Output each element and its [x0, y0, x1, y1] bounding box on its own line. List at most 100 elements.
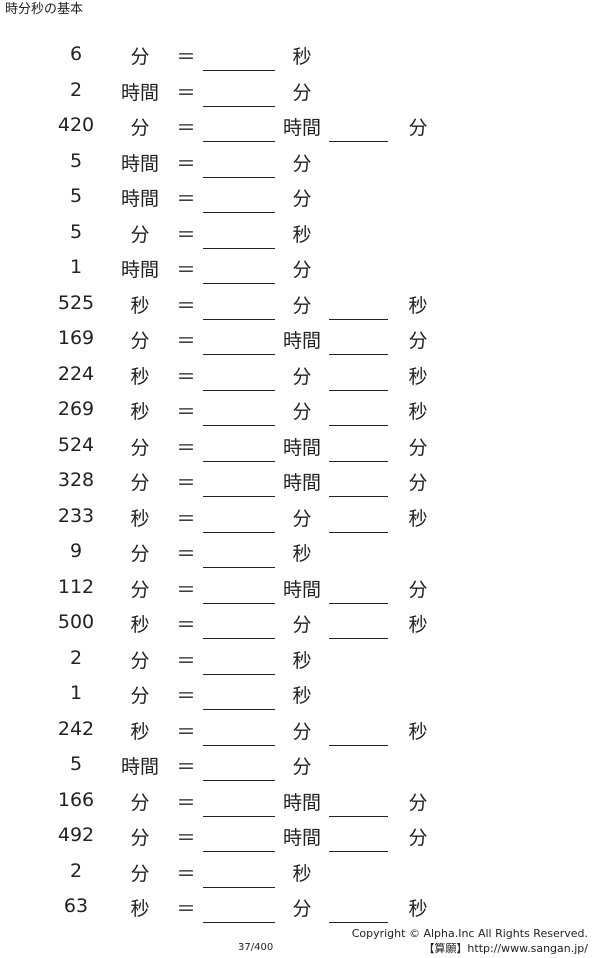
answer-blank[interactable] [203, 886, 275, 888]
answer-blank-second[interactable] [329, 425, 388, 426]
answer-blank[interactable] [203, 425, 275, 426]
answer-blank[interactable] [203, 389, 275, 391]
equals-sign: ＝ [176, 436, 196, 459]
answer-blank-second[interactable] [329, 922, 388, 923]
answer-blank-second[interactable] [329, 496, 388, 497]
equals-sign: ＝ [176, 152, 196, 175]
given-value: 9 [69, 540, 83, 562]
equals-sign: ＝ [176, 898, 196, 920]
answer-blank[interactable] [203, 567, 275, 568]
given-unit: 分 [130, 472, 150, 494]
answer-unit-second: 分 [408, 117, 428, 139]
answer-blank-second[interactable] [329, 460, 388, 462]
equals-sign: ＝ [176, 507, 196, 530]
given-unit: 秒 [130, 294, 150, 317]
given-value: 233 [57, 504, 95, 527]
given-value: 6 [69, 43, 83, 65]
answer-unit: 秒 [292, 543, 312, 565]
answer-blank[interactable] [203, 744, 275, 746]
answer-blank[interactable] [203, 922, 275, 923]
problem-row: 5 分 ＝ 秒 [0, 215, 600, 251]
given-unit: 秒 [130, 720, 150, 743]
problem-row: 5 時間 ＝ 分 [0, 144, 600, 180]
problem-row: 5 時間 ＝ 分 [0, 747, 600, 783]
answer-blank[interactable] [203, 70, 275, 71]
answer-blank-second[interactable] [329, 602, 388, 604]
given-unit: 分 [130, 330, 150, 352]
given-value: 166 [57, 788, 95, 811]
answer-blank[interactable] [203, 212, 275, 213]
given-unit: 分 [130, 827, 150, 849]
answer-blank[interactable] [203, 531, 275, 533]
answer-blank-second[interactable] [329, 318, 388, 320]
equals-sign: ＝ [176, 791, 196, 814]
given-value: 2 [69, 646, 83, 669]
answer-blank[interactable] [203, 105, 275, 107]
given-unit: 秒 [130, 507, 150, 530]
answer-unit: 分 [292, 507, 312, 530]
answer-blank-second[interactable] [329, 141, 388, 142]
given-unit: 秒 [130, 401, 150, 423]
answer-blank[interactable] [203, 602, 275, 604]
equals-sign: ＝ [176, 365, 196, 388]
equals-sign: ＝ [176, 472, 196, 494]
problem-row: 5 時間 ＝ 分 [0, 179, 600, 215]
problem-row: 242 秒 ＝ 分 秒 [0, 712, 600, 748]
answer-blank[interactable] [203, 709, 275, 710]
answer-blank-second[interactable] [329, 354, 388, 355]
answer-blank[interactable] [203, 283, 275, 284]
given-value: 328 [57, 469, 95, 491]
answer-blank-second[interactable] [329, 638, 388, 639]
answer-blank-second[interactable] [329, 815, 388, 817]
equals-sign: ＝ [176, 756, 196, 778]
problem-row: 169 分 ＝ 時間 分 [0, 321, 600, 357]
given-unit: 時間 [120, 259, 159, 281]
page-number: 37/400 [238, 942, 274, 953]
answer-unit: 分 [292, 614, 312, 636]
answer-blank[interactable] [203, 851, 275, 852]
answer-blank[interactable] [203, 780, 275, 781]
given-value: 525 [57, 291, 95, 314]
given-value: 169 [57, 327, 95, 349]
answer-blank[interactable] [203, 176, 275, 178]
given-unit: 時間 [120, 756, 159, 778]
answer-blank[interactable] [203, 247, 275, 249]
answer-blank[interactable] [203, 141, 275, 142]
answer-blank-second[interactable] [329, 744, 388, 746]
answer-unit-second: 分 [408, 791, 428, 814]
answer-blank[interactable] [203, 815, 275, 817]
answer-blank[interactable] [203, 496, 275, 497]
given-unit: 時間 [120, 81, 159, 104]
answer-blank-second[interactable] [329, 851, 388, 852]
answer-unit-second: 秒 [408, 720, 428, 743]
equals-sign: ＝ [176, 578, 196, 601]
problem-row: 63 秒 ＝ 分 秒 [0, 889, 600, 925]
equals-sign: ＝ [176, 614, 196, 636]
given-value: 2 [69, 78, 83, 101]
equals-sign: ＝ [176, 685, 196, 707]
answer-blank[interactable] [203, 354, 275, 355]
given-value: 524 [57, 433, 95, 456]
answer-blank-second[interactable] [329, 389, 388, 391]
answer-blank[interactable] [203, 318, 275, 320]
equals-sign: ＝ [176, 223, 196, 246]
answer-unit-second: 秒 [408, 898, 428, 920]
answer-unit: 秒 [292, 649, 312, 672]
problem-row: 420 分 ＝ 時間 分 [0, 108, 600, 144]
problem-row: 2 分 ＝ 秒 [0, 854, 600, 890]
answer-unit: 秒 [292, 223, 312, 246]
site-url: 【算願】http://www.sangan.jp/ [423, 942, 588, 955]
given-value: 112 [57, 575, 95, 598]
answer-blank[interactable] [203, 638, 275, 639]
answer-unit: 分 [292, 365, 312, 388]
problem-row: 492 分 ＝ 時間 分 [0, 818, 600, 854]
answer-unit-second: 秒 [408, 401, 428, 423]
answer-unit: 分 [292, 401, 312, 423]
answer-blank[interactable] [203, 673, 275, 675]
answer-unit-second: 分 [408, 436, 428, 459]
given-unit: 時間 [120, 188, 159, 210]
problem-row: 2 時間 ＝ 分 [0, 73, 600, 109]
answer-blank[interactable] [203, 460, 275, 462]
given-value: 492 [57, 824, 95, 846]
answer-blank-second[interactable] [329, 531, 388, 533]
